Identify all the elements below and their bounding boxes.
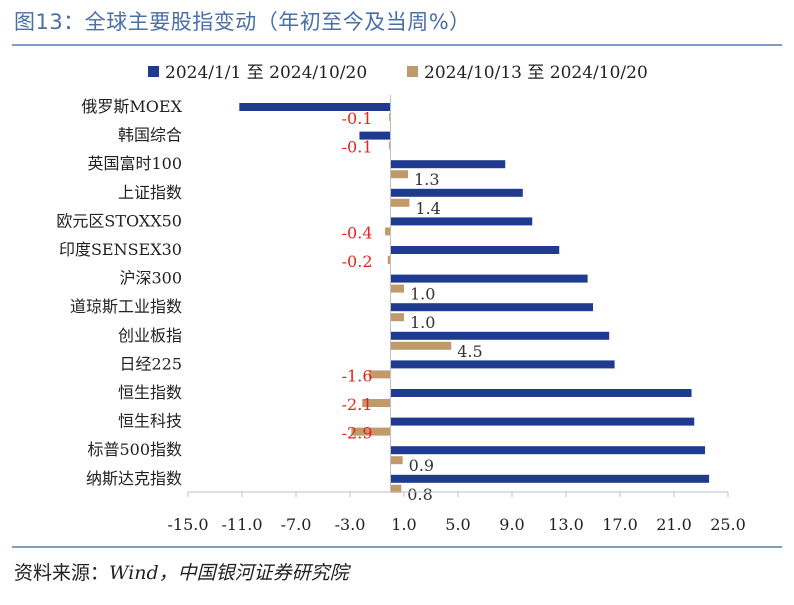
category-label: 英国富时100: [87, 154, 182, 173]
figure-title: 图13：全球主要股指变动（年初至今及当周%）: [14, 10, 471, 34]
bar-ytd: [390, 274, 588, 283]
source-label: 资料来源：: [14, 562, 110, 584]
legend-swatch: [148, 66, 159, 77]
source-text: Wind，中国银河证券研究院: [109, 562, 349, 584]
chart-legend: 2024/1/1 至 2024/10/20 2024/10/13 至 2024/1…: [148, 63, 648, 83]
bar-ytd: [390, 417, 695, 426]
data-label: -2.9: [342, 424, 373, 443]
category-label: 创业板指: [118, 326, 182, 345]
x-tick-label: -11.0: [221, 515, 262, 534]
data-label: 1.4: [415, 199, 440, 218]
category-label: 俄罗斯MOEX: [81, 97, 182, 116]
bar-week: [362, 399, 391, 407]
data-label: -0.1: [342, 109, 373, 128]
bar-week: [390, 456, 403, 465]
bar-week: [390, 284, 404, 293]
bar-week: [385, 227, 391, 236]
data-label: -0.2: [342, 252, 373, 271]
bar-ytd: [390, 303, 593, 312]
x-tick-label: 5.0: [445, 515, 470, 534]
category-label: 沪深300: [119, 269, 182, 288]
category-label: 印度SENSEX30: [59, 240, 182, 259]
bar-week: [390, 341, 452, 350]
bar-ytd: [359, 131, 391, 140]
bar-ytd: [390, 474, 710, 483]
title-divider: [12, 44, 782, 46]
legend-swatch: [407, 66, 418, 77]
data-label: -0.4: [342, 223, 373, 242]
legend-label: 2024/10/13 至 2024/10/20: [424, 63, 648, 83]
bar-ytd: [390, 389, 692, 397]
category-label: 上证指数: [118, 183, 182, 202]
bar-ytd: [239, 103, 391, 111]
x-tick-label: 25.0: [710, 515, 746, 534]
bar-ytd: [390, 188, 523, 197]
bar-ytd: [390, 160, 506, 169]
x-axis: -15.0 -11.0 -7.0 -3.0 1.0 5.0 9.0 13.0 17.0 21.0 2…: [167, 95, 746, 534]
bar-ytd: [390, 360, 615, 369]
bar-chart: 2024/1/1 至 2024/10/20 2024/10/13 至 2024/1…: [56, 63, 746, 534]
category-label: 标普500指数: [87, 440, 182, 459]
category-label: 恒生科技: [118, 412, 182, 431]
bar-ytd: [390, 217, 533, 226]
category-label: 韩国综合: [118, 126, 182, 145]
category-label: 纳斯达克指数: [86, 469, 182, 488]
data-label: 1.0: [410, 285, 435, 304]
source-note: 资料来源：Wind，中国银河证券研究院: [14, 558, 349, 585]
x-tick-label: 13.0: [548, 515, 584, 534]
legend-label: 2024/1/1 至 2024/10/20: [165, 63, 367, 83]
data-label: 0.9: [409, 456, 434, 475]
bar-week: [387, 256, 391, 264]
category-label: 道琼斯工业指数: [70, 297, 182, 316]
bar-week: [390, 484, 402, 493]
x-tick-label: -7.0: [281, 515, 312, 534]
bar-ytd: [390, 331, 610, 340]
bar-week: [389, 113, 391, 121]
bar-week: [351, 427, 391, 436]
bar-week: [390, 170, 409, 179]
series-ytd-bars: [239, 103, 710, 483]
bar-ytd: [390, 446, 706, 455]
data-label: -2.1: [342, 395, 373, 414]
data-label: 1.3: [414, 170, 439, 189]
series-week-bars: [351, 113, 452, 493]
bar-week: [390, 313, 404, 322]
data-label: 4.5: [457, 342, 482, 361]
bar-week: [368, 370, 391, 379]
category-label: 欧元区STOXX50: [56, 211, 182, 230]
data-label: -0.1: [342, 138, 373, 157]
data-labels: -0.1 -0.1 1.3 1.4 -0.4 -0.2 1.0 1.0 4.5 -1.6 -2.1 -…: [342, 109, 483, 504]
bar-ytd: [390, 246, 560, 254]
x-tick-label: -15.0: [167, 515, 208, 534]
x-tick-label: 17.0: [602, 515, 638, 534]
data-label: 0.8: [407, 485, 432, 504]
source-divider: [12, 546, 782, 548]
x-tick-label: 1.0: [391, 515, 416, 534]
x-tick-label: -3.0: [335, 515, 366, 534]
bar-week: [389, 141, 391, 150]
x-tick-label: 9.0: [499, 515, 524, 534]
x-tick-label: 21.0: [656, 515, 692, 534]
category-label: 恒生指数: [118, 383, 182, 402]
data-label: -1.6: [342, 366, 373, 385]
data-label: 1.0: [410, 313, 435, 332]
category-label: 日经225: [119, 354, 182, 373]
bar-week: [390, 198, 410, 207]
